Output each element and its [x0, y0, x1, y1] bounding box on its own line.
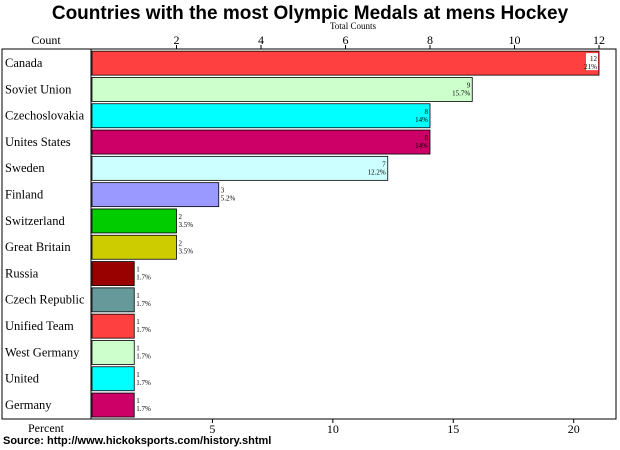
bar — [91, 392, 135, 418]
top-tick-label: 6 — [343, 33, 349, 47]
category-label: Soviet Union — [5, 82, 72, 96]
category-label: United — [5, 372, 40, 386]
category-label: Czech Republic — [5, 293, 85, 307]
category-label: Switzerland — [5, 214, 65, 228]
source-note: Source: http://www.hickoksports.com/hist… — [3, 435, 271, 447]
percent-data-label: 3.5% — [179, 221, 194, 229]
count-data-label: 2 — [179, 213, 183, 221]
top-tick-label: 12 — [593, 33, 605, 47]
bar — [91, 261, 135, 286]
percent-data-label: 14% — [415, 116, 428, 124]
category-label: West Germany — [5, 345, 80, 359]
chart-title: Countries with the most Olympic Medals a… — [52, 3, 569, 24]
bottom-tick-label: 5 — [209, 422, 215, 436]
bar — [91, 129, 431, 155]
bar — [91, 208, 177, 234]
percent-data-label: 5.2% — [221, 195, 236, 203]
count-data-label: 7 — [382, 160, 386, 168]
category-label: Great Britain — [5, 240, 71, 254]
bottom-tick-label: 15 — [447, 422, 459, 436]
bottom-axis: 5 10 15 20 — [209, 419, 580, 436]
count-data-label: 2 — [179, 239, 183, 247]
percent-header: Percent — [28, 421, 65, 435]
label-background — [586, 53, 598, 71]
count-data-label: 3 — [221, 187, 225, 195]
percent-data-label: 3.5% — [179, 247, 194, 255]
percent-data-label: 15.7% — [452, 89, 470, 97]
category-label: Germany — [5, 398, 52, 412]
bottom-tick-label: 10 — [327, 422, 339, 436]
bar — [91, 340, 135, 365]
percent-data-label: 1.7% — [136, 405, 151, 413]
category-label: Unites States — [5, 135, 71, 149]
top-tick-label: 4 — [258, 33, 264, 47]
count-data-label: 9 — [467, 81, 471, 89]
count-data-label: 1 — [136, 344, 140, 352]
count-data-label: 1 — [136, 397, 140, 405]
plot-frame — [1, 48, 617, 420]
bar — [91, 77, 473, 102]
top-tick-label: 10 — [509, 33, 521, 47]
top-tick-label: 8 — [427, 33, 433, 47]
percent-data-label: 1.7% — [136, 326, 151, 334]
bar — [91, 234, 177, 260]
percent-data-label: 14% — [415, 142, 428, 150]
count-data-label: 1 — [136, 371, 140, 379]
bar — [91, 287, 135, 313]
percent-data-label: 1.7% — [136, 274, 151, 282]
count-data-label: 8 — [425, 108, 429, 116]
bar — [91, 366, 135, 392]
category-label: Finland — [5, 188, 44, 202]
percent-data-label: 1.7% — [136, 300, 151, 308]
bar — [91, 182, 220, 208]
count-data-label: 12 — [590, 55, 598, 63]
category-label: Sweden — [5, 161, 45, 175]
bar — [91, 103, 431, 129]
count-data-label: 1 — [136, 318, 140, 326]
percent-data-label: 1.7% — [136, 379, 151, 387]
count-data-label: 8 — [425, 134, 429, 142]
bar — [91, 313, 135, 339]
top-axis-label: Total Counts — [330, 21, 377, 31]
category-label: Unified Team — [5, 319, 74, 333]
count-data-label: 1 — [136, 292, 140, 300]
top-tick-label: 2 — [174, 33, 180, 47]
top-axis: 2 4 6 8 10 12 — [174, 33, 605, 49]
category-label: Russia — [5, 266, 39, 280]
bottom-tick-label: 20 — [568, 422, 580, 436]
percent-data-label: 1.7% — [136, 352, 151, 360]
category-label: Czechoslovakia — [5, 109, 85, 123]
bar — [91, 155, 389, 181]
category-label: Canada — [5, 56, 43, 70]
count-header: Count — [31, 33, 61, 47]
count-data-label: 1 — [136, 266, 140, 274]
percent-data-label: 12.2% — [368, 168, 386, 176]
bar — [91, 50, 600, 76]
percent-data-label: 21% — [584, 63, 597, 71]
